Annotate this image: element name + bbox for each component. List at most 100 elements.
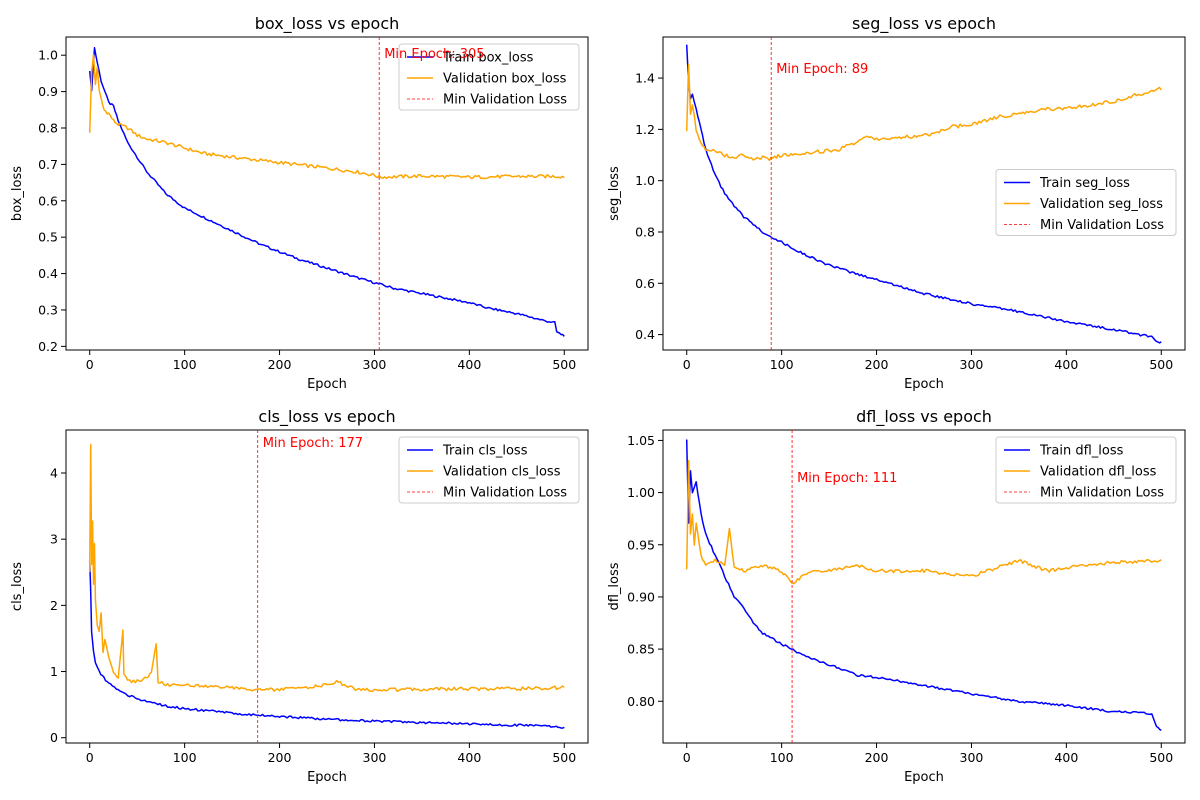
chart-panel-4: dfl_loss vs epoch 0 100 200 300 400 500 0.80 0.8… (607, 407, 1186, 785)
axes-frame (65, 429, 589, 744)
legend-entry: Validation dfl_loss (1040, 465, 1157, 480)
x-tick-label: 300 (960, 357, 984, 372)
x-tick-label: 0 (683, 357, 691, 372)
y-tick-label: 4 (50, 466, 58, 481)
y-tick-label: 1.4 (635, 71, 655, 86)
x-tick-label: 100 (770, 357, 794, 372)
legend-entry: Train cls_loss (442, 444, 528, 459)
x-tick-label: 500 (552, 750, 576, 765)
chart-panel-1: box_loss vs epoch 0 100 200 300 400 500 0.2 0.3 0… (10, 14, 589, 392)
x-tick-label: 0 (683, 750, 691, 765)
legend: Train cls_loss Validation cls_loss Min Val… (398, 436, 580, 504)
plot-area (88, 47, 565, 337)
series-line-validation (685, 63, 1162, 162)
y-tick-label: 0.7 (38, 157, 58, 172)
y-tick-label: 0.80 (627, 694, 655, 709)
chart-title: dfl_loss vs epoch (856, 407, 992, 427)
y-tick-label: 1.00 (627, 485, 655, 500)
x-tick-label: 300 (960, 750, 984, 765)
series-line-validation (685, 459, 1162, 585)
x-tick-label: 500 (1149, 357, 1173, 372)
x-tick-label: 200 (268, 357, 292, 372)
y-tick-label: 0.6 (635, 276, 655, 291)
series-line-train (88, 47, 565, 337)
x-axis-label: Epoch (904, 377, 944, 392)
legend: Train seg_loss Validation seg_loss Min Val… (995, 169, 1177, 236)
chart-panel-3: cls_loss vs epoch 0 100 200 300 400 500 0 1 2 3 4 Ep… (10, 407, 589, 785)
y-tick-label: 0.90 (627, 589, 655, 604)
min-epoch-annotation: Min Epoch: 305 (384, 47, 484, 62)
y-axis-label: dfl_loss (607, 562, 622, 610)
legend-entry: Train dfl_loss (1039, 444, 1124, 459)
y-tick-label: 0.6 (38, 193, 58, 208)
x-tick-label: 400 (457, 357, 481, 372)
legend: Train dfl_loss Validation dfl_loss Min Val… (995, 436, 1177, 504)
x-axis-label: Epoch (307, 770, 347, 785)
y-tick-label: 0.9 (38, 84, 58, 99)
chart-panel-2: seg_loss vs epoch 0 100 200 300 400 500 0.4 0.6 0… (607, 14, 1186, 392)
y-axis-label: box_loss (10, 166, 25, 221)
y-tick-label: 0.85 (627, 642, 655, 657)
min-epoch-annotation: Min Epoch: 111 (797, 471, 897, 486)
legend-entry: Validation cls_loss (443, 465, 561, 480)
plot-area (88, 443, 565, 729)
plot-area (685, 439, 1162, 732)
x-axis-label: Epoch (307, 377, 347, 392)
legend-box (995, 436, 1177, 504)
x-tick-label: 200 (865, 357, 889, 372)
legend-entry: Train seg_loss (1039, 176, 1130, 191)
series-line-train (685, 439, 1162, 732)
y-tick-label: 0.8 (635, 224, 655, 239)
y-tick-label: 0.2 (38, 339, 58, 354)
x-tick-label: 200 (865, 750, 889, 765)
y-tick-label: 1.0 (38, 48, 58, 63)
legend-box (398, 43, 580, 111)
legend-entry: Min Validation Loss (443, 93, 567, 108)
x-tick-label: 500 (552, 357, 576, 372)
x-tick-label: 500 (1149, 750, 1173, 765)
y-tick-label: 1.05 (627, 433, 655, 448)
y-axis-label: cls_loss (10, 562, 25, 611)
y-tick-label: 0.4 (38, 266, 58, 281)
series-line-train (88, 559, 565, 729)
y-tick-label: 1.2 (635, 122, 655, 137)
legend-entry: Min Validation Loss (443, 486, 567, 501)
series-line-validation (88, 443, 565, 693)
x-tick-label: 300 (363, 750, 387, 765)
y-tick-label: 0.4 (635, 327, 655, 342)
x-tick-label: 100 (173, 750, 197, 765)
legend-entry: Train box_loss (442, 51, 534, 66)
legend-entry: Min Validation Loss (1040, 218, 1164, 233)
y-axis-label: seg_loss (607, 166, 622, 221)
y-tick-label: 3 (50, 532, 58, 547)
plot-area (685, 44, 1162, 344)
chart-title: seg_loss vs epoch (852, 14, 996, 34)
legend-entry: Validation seg_loss (1040, 197, 1163, 212)
min-epoch-annotation: Min Epoch: 89 (776, 62, 868, 77)
x-tick-label: 400 (1054, 750, 1078, 765)
axes-frame (662, 429, 1186, 744)
x-tick-label: 0 (86, 357, 94, 372)
series-line-train (685, 44, 1162, 344)
y-tick-label: 0.95 (627, 537, 655, 552)
x-tick-label: 100 (173, 357, 197, 372)
y-tick-label: 0.3 (38, 302, 58, 317)
min-epoch-annotation: Min Epoch: 177 (263, 436, 363, 451)
legend: Train box_loss Validation box_loss Min Val… (398, 43, 580, 111)
axes-frame (662, 36, 1186, 351)
x-tick-label: 200 (268, 750, 292, 765)
chart-title: cls_loss vs epoch (258, 407, 395, 427)
y-tick-label: 0.8 (38, 120, 58, 135)
y-tick-label: 1.0 (635, 173, 655, 188)
legend-box (398, 436, 580, 504)
y-tick-label: 0.5 (38, 230, 58, 245)
y-tick-label: 1 (50, 664, 58, 679)
x-axis-label: Epoch (904, 770, 944, 785)
axes-frame (65, 36, 589, 351)
x-tick-label: 400 (1054, 357, 1078, 372)
x-tick-label: 400 (457, 750, 481, 765)
x-tick-label: 0 (86, 750, 94, 765)
legend-entry: Validation box_loss (443, 72, 567, 87)
y-tick-label: 2 (50, 598, 58, 613)
